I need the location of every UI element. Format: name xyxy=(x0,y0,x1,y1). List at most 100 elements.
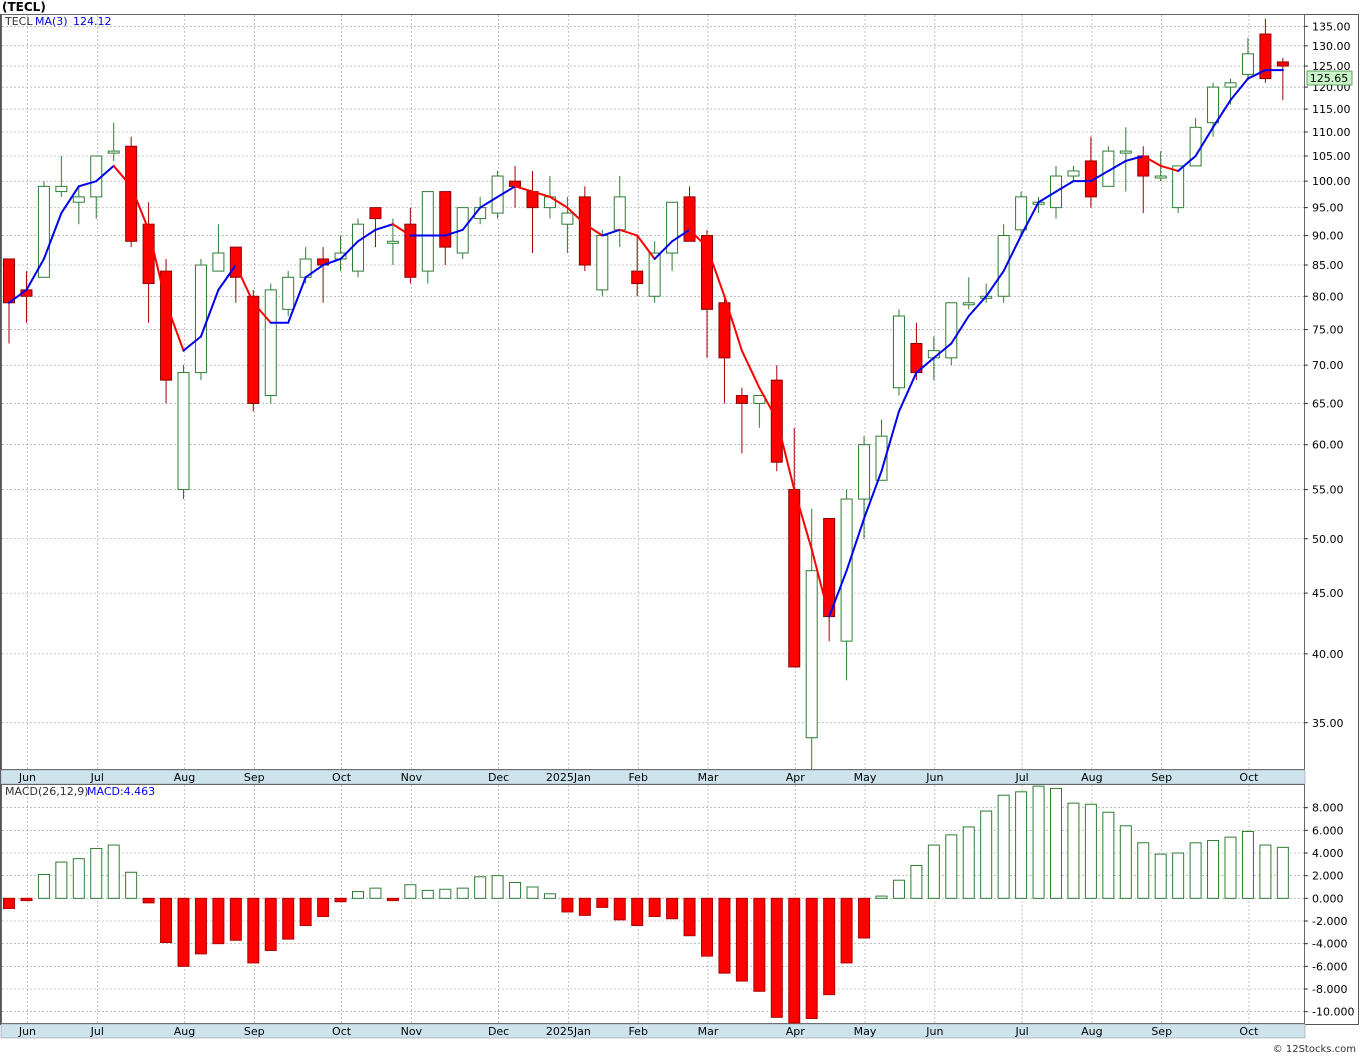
price-tick-label: 125.00 xyxy=(1312,60,1351,73)
x-tick-label: Sep xyxy=(244,771,265,784)
macd-bar-positive xyxy=(526,886,539,899)
candle-up xyxy=(1067,170,1080,177)
ma-segment xyxy=(1194,126,1215,157)
macd-bar-negative xyxy=(194,897,207,955)
ma-segment xyxy=(636,234,656,260)
macd-bar-negative xyxy=(596,897,609,908)
ma-segment xyxy=(601,228,621,237)
macd-bar-negative xyxy=(805,897,818,1019)
candle-up xyxy=(37,185,50,278)
x-tick-label: Dec xyxy=(488,771,509,784)
x-tick-label: Apr xyxy=(786,771,806,784)
x-tick-label: 2025Jan xyxy=(546,1025,591,1038)
ma-segment xyxy=(217,264,237,291)
candle-down xyxy=(683,196,696,242)
macd-x-axis-band xyxy=(0,1023,1306,1039)
ma-segment xyxy=(95,164,115,183)
macd-bar-negative xyxy=(386,897,399,902)
ma-segment xyxy=(234,264,255,304)
candle-up xyxy=(194,264,207,374)
macd-bar-negative xyxy=(683,897,696,937)
x-tick-label: Oct xyxy=(332,1025,352,1038)
candle-up xyxy=(1241,53,1254,75)
candle-up xyxy=(997,235,1010,297)
macd-bar-positive xyxy=(1241,830,1254,899)
ma-segment xyxy=(915,356,935,374)
x-tick-label: Aug xyxy=(1081,1025,1102,1038)
ma-segment xyxy=(182,335,202,352)
ma-segment xyxy=(391,223,412,237)
last-price-label: 125.65 xyxy=(1310,72,1349,85)
ma-segment xyxy=(845,517,866,572)
candle-up xyxy=(892,315,905,389)
candle-down xyxy=(160,270,173,381)
x-tick-label: May xyxy=(854,1025,877,1038)
price-tick-label: 130.00 xyxy=(1312,40,1351,53)
candle-up xyxy=(596,235,609,291)
x-tick-label: Jul xyxy=(90,1025,104,1038)
macd-tick-label: 0.000 xyxy=(1312,892,1344,905)
macd-bar-positive xyxy=(125,871,138,899)
candle-up xyxy=(648,252,661,297)
price-tick-label: 60.00 xyxy=(1312,439,1344,452)
x-tick-label: Jun xyxy=(925,771,943,784)
ma-segment xyxy=(130,185,150,231)
ma-segment xyxy=(479,195,499,209)
candle-up xyxy=(177,372,190,491)
macd-bar-negative xyxy=(840,897,853,964)
macd-bar-negative xyxy=(788,897,801,1024)
macd-bar-positive xyxy=(107,844,120,899)
macd-tick-label: 6.000 xyxy=(1312,824,1344,837)
x-tick-label: Oct xyxy=(1239,1025,1259,1038)
x-tick-label: Jul xyxy=(90,771,104,784)
macd-bar-negative xyxy=(858,897,871,939)
macd-bar-negative xyxy=(648,897,661,917)
macd-bar-positive xyxy=(421,889,434,899)
macd-bar-positive xyxy=(474,876,487,899)
chart-title: (TECL) xyxy=(2,0,46,14)
price-tick-label: 50.00 xyxy=(1312,533,1344,546)
macd-bar-negative xyxy=(613,897,626,921)
ma-segment xyxy=(1002,234,1023,273)
macd-bar-positive xyxy=(1067,802,1080,899)
macd-bar-positive xyxy=(90,847,103,899)
candle-up xyxy=(212,252,225,272)
last-price-badge xyxy=(1306,70,1353,86)
legend-ma-value: 124.12 xyxy=(73,15,112,28)
ma-segment xyxy=(1089,169,1110,183)
price-tick-label: 135.00 xyxy=(1312,20,1351,33)
candle-down xyxy=(631,270,644,285)
ma-segment xyxy=(566,206,586,226)
macd-bar-positive xyxy=(37,874,50,899)
macd-tick-label: -8.000 xyxy=(1312,983,1347,996)
ma-segment xyxy=(496,185,517,198)
ma-segment xyxy=(758,386,778,421)
x-tick-label: Apr xyxy=(786,1025,806,1038)
candle-up xyxy=(421,191,434,272)
x-tick-label: Feb xyxy=(628,1025,647,1038)
candle-up xyxy=(858,444,871,500)
candle-down xyxy=(369,207,382,220)
macd-bar-positive xyxy=(55,861,68,899)
macd-tick-label: -4.000 xyxy=(1312,938,1347,951)
macd-bar-positive xyxy=(1259,844,1272,899)
macd-bar-positive xyxy=(1172,852,1185,899)
macd-bar-positive xyxy=(1207,840,1220,899)
ma-segment xyxy=(548,195,569,209)
ma-segment xyxy=(1107,159,1127,172)
ma-segment xyxy=(1037,190,1057,204)
ma-segment xyxy=(147,228,168,304)
x-tick-label: Sep xyxy=(1151,1025,1172,1038)
ma-segment xyxy=(252,301,272,324)
ma-segment xyxy=(287,276,307,324)
macd-bar-positive xyxy=(1154,853,1167,899)
price-tick-label: 100.00 xyxy=(1312,175,1351,188)
price-x-axis-band xyxy=(0,769,1306,785)
ma-segment xyxy=(112,164,133,188)
macd-bar-positive xyxy=(980,810,993,899)
candle-up xyxy=(55,185,68,193)
price-tick-label: 40.00 xyxy=(1312,648,1344,661)
candle-up xyxy=(352,223,364,272)
candle-up xyxy=(875,435,888,481)
candle-up xyxy=(264,289,277,397)
